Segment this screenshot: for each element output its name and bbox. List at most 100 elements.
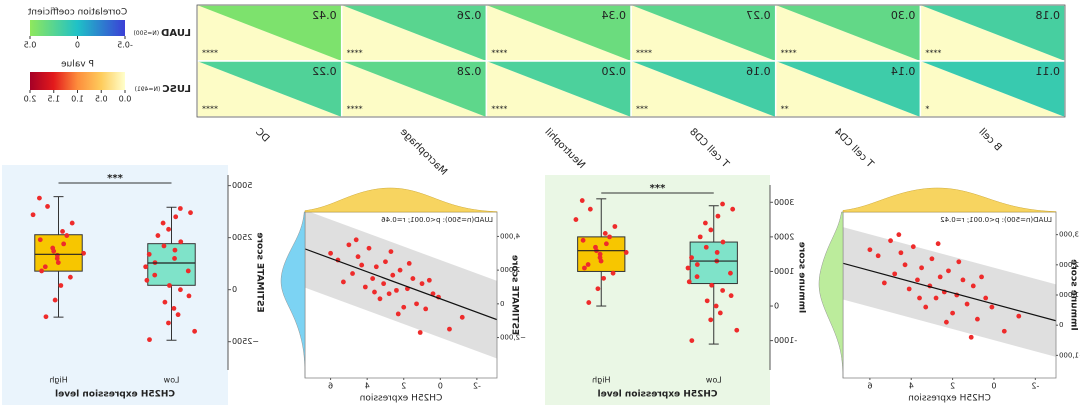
point	[715, 213, 721, 219]
point	[713, 303, 719, 309]
point	[580, 237, 586, 243]
point	[341, 279, 346, 285]
point	[430, 291, 436, 297]
point	[171, 305, 177, 311]
cell-value: 0.18	[1036, 9, 1061, 22]
point	[162, 299, 168, 305]
point	[152, 272, 158, 278]
x-tick-label: 4	[365, 382, 370, 391]
point	[359, 262, 365, 268]
point	[52, 297, 58, 303]
point	[983, 295, 989, 301]
point	[720, 239, 726, 245]
p-stars: ****	[781, 49, 797, 58]
point	[703, 244, 709, 250]
point	[950, 310, 956, 316]
point	[929, 256, 935, 262]
legend-tick-label: -0.5	[117, 41, 133, 50]
point	[694, 262, 700, 267]
p-value-cell	[486, 61, 631, 117]
correlation-cell	[486, 5, 631, 61]
point	[69, 220, 75, 226]
point	[685, 265, 691, 271]
cell-value: 0.16	[746, 65, 771, 78]
p-stars: ****	[636, 49, 652, 58]
point	[406, 261, 412, 266]
point	[728, 270, 733, 276]
y-tick-label: 0	[500, 300, 504, 308]
cell-value: 0.22	[312, 65, 337, 78]
point	[943, 319, 949, 325]
point	[717, 310, 723, 316]
point	[64, 233, 70, 238]
x-tick-label: -2	[1031, 382, 1039, 391]
p-stars: ****	[491, 49, 507, 58]
y-tick-label: 3,000	[1059, 231, 1079, 239]
point	[423, 306, 429, 312]
legend-title: Correlation coefficient	[27, 8, 127, 18]
cell-value: 0.20	[602, 65, 627, 78]
point	[188, 210, 193, 216]
y-tick-label: 5000	[232, 181, 252, 190]
y-density	[280, 211, 306, 379]
y-tick-label: 0	[1059, 321, 1063, 329]
x-tick-label: High	[49, 376, 67, 385]
point	[388, 249, 394, 255]
point	[714, 250, 720, 255]
y-tick-label: -1000	[774, 336, 797, 345]
point	[390, 272, 396, 278]
y-axis-title: Immune score	[1069, 259, 1079, 331]
point	[30, 212, 36, 218]
p-stars: ****	[202, 49, 218, 58]
confidence-band	[305, 212, 497, 359]
trend-line	[305, 248, 497, 321]
y-tick-label: −2500	[232, 337, 259, 346]
point	[708, 317, 714, 323]
legend-tick-label: 0.5	[24, 41, 37, 50]
point	[582, 265, 587, 271]
point	[919, 265, 924, 271]
correlation-cell	[197, 61, 342, 117]
x-tick-label: 2	[401, 382, 406, 391]
point	[81, 250, 86, 256]
cell-value: 0.26	[457, 9, 482, 22]
point	[177, 206, 183, 211]
point	[597, 251, 603, 257]
point	[39, 268, 45, 274]
point	[383, 259, 388, 265]
point	[192, 328, 198, 334]
point	[1001, 328, 1007, 334]
legend-tick-label: 0.0	[119, 95, 132, 104]
point	[60, 228, 65, 234]
point	[587, 206, 593, 212]
correlation-cell	[197, 5, 342, 61]
point	[377, 296, 383, 302]
trend-line	[843, 262, 1056, 322]
point	[417, 330, 423, 335]
correlation-cell	[920, 5, 1065, 61]
point	[166, 320, 171, 326]
point	[353, 237, 359, 243]
p-stars: ****	[347, 49, 363, 58]
point	[694, 274, 700, 280]
point	[178, 287, 183, 293]
y-tick-label: 2500	[232, 233, 252, 242]
point	[160, 220, 166, 226]
legend-tick-label: 0	[75, 41, 80, 50]
correlation-cell	[486, 61, 631, 117]
y-tick-label: 4,000	[500, 232, 520, 240]
p-stars: ****	[925, 49, 941, 58]
cell-value: 0.11	[1036, 65, 1061, 78]
point	[686, 279, 692, 285]
point	[937, 274, 943, 280]
point	[37, 195, 42, 201]
column-label: DC	[253, 126, 271, 144]
point	[579, 198, 585, 203]
point	[54, 252, 60, 258]
legend-gradient	[30, 20, 125, 36]
y-tick-label: 0	[232, 285, 237, 294]
row-label: LUSC(N=491)	[135, 84, 191, 95]
x-density	[304, 187, 498, 213]
legend-tick-label: 1.5	[47, 95, 60, 104]
point	[730, 206, 736, 212]
